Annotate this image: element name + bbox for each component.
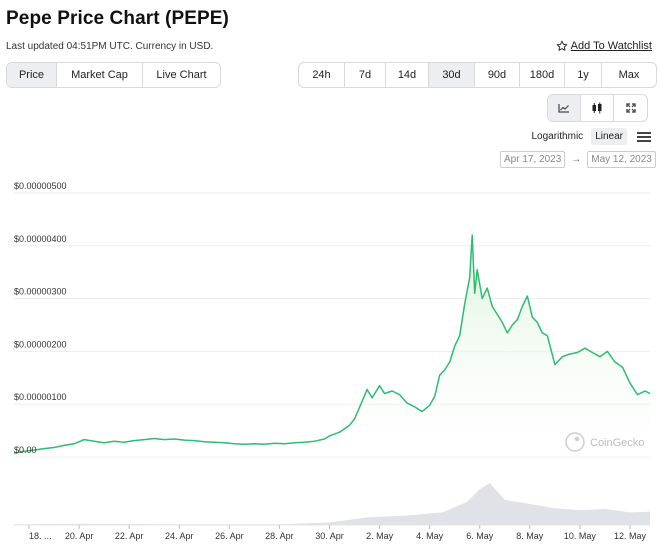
range-tabs: 24h 7d 14d 30d 90d 180d 1y Max — [298, 62, 657, 88]
chart-type-switch — [547, 94, 648, 122]
scale-switch: Logarithmic Linear — [527, 128, 651, 145]
hamburger-menu-icon[interactable] — [637, 130, 651, 144]
scale-logarithmic[interactable]: Logarithmic — [531, 131, 584, 142]
scale-linear[interactable]: Linear — [591, 128, 627, 145]
date-from-input[interactable]: Apr 17, 2023 — [500, 151, 566, 168]
fullscreen-button[interactable] — [614, 95, 647, 121]
view-tabs: Price Market Cap Live Chart — [6, 62, 221, 88]
x-tick-label: 6. May — [466, 531, 494, 541]
x-tick-label: 22. Apr — [115, 531, 144, 541]
volume-area — [14, 483, 650, 525]
range-90d[interactable]: 90d — [475, 63, 520, 87]
x-tick-label: 4. May — [416, 531, 444, 541]
range-7d[interactable]: 7d — [345, 63, 386, 87]
x-tick-label: 2. May — [366, 531, 394, 541]
y-tick-label: $0.00000300 — [14, 287, 67, 297]
y-tick-label: $0.00000200 — [14, 339, 67, 349]
range-30d[interactable]: 30d — [429, 63, 475, 87]
page-title: Pepe Price Chart (PEPE) — [6, 8, 229, 29]
coingecko-watermark: CoinGecko — [565, 432, 644, 452]
date-range: Apr 17, 2023 → May 12, 2023 — [500, 151, 656, 168]
price-chart-svg[interactable]: CoinGecko $0.00 $0.00000100 $0.00000200 $0.… — [0, 176, 659, 552]
x-tick-label: 10. May — [564, 531, 597, 541]
range-180d[interactable]: 180d — [520, 63, 565, 87]
y-tick-label: $0.00000100 — [14, 392, 67, 402]
add-to-watchlist-link[interactable]: Add To Watchlist — [556, 40, 652, 52]
candlestick-button[interactable] — [581, 95, 614, 121]
watchlist-label: Add To Watchlist — [570, 40, 652, 52]
tab-price[interactable]: Price — [7, 63, 57, 87]
x-tick-label: 28. Apr — [265, 531, 294, 541]
range-24h[interactable]: 24h — [299, 63, 345, 87]
price-line — [13, 234, 651, 455]
line-chart-button[interactable] — [548, 95, 581, 121]
date-to-input[interactable]: May 12, 2023 — [587, 151, 656, 168]
y-tick-label: $0.00000400 — [14, 234, 67, 244]
range-14d[interactable]: 14d — [386, 63, 429, 87]
x-tick-label: 20. Apr — [65, 531, 94, 541]
fullscreen-icon — [625, 103, 636, 113]
price-chart[interactable]: CoinGecko $0.00 $0.00000100 $0.00000200 $0.… — [0, 176, 659, 552]
x-tick-label: 18. ... — [29, 531, 52, 541]
x-tick-label: 8. May — [516, 531, 544, 541]
range-max[interactable]: Max — [618, 69, 640, 81]
line-chart-icon — [558, 104, 569, 113]
tab-market-cap[interactable]: Market Cap — [57, 63, 143, 87]
x-tick-label: 30. Apr — [315, 531, 344, 541]
y-tick-label: $0.00000500 — [14, 181, 67, 191]
tab-live-chart[interactable]: Live Chart — [156, 69, 207, 81]
x-tick-label: 12. May — [614, 531, 647, 541]
watermark-text: CoinGecko — [590, 437, 644, 449]
price-area — [14, 235, 650, 457]
arrow-right-icon: → — [571, 154, 582, 165]
y-tick-label: $0.00 — [14, 445, 37, 455]
last-updated-text: Last updated 04:51PM UTC. Currency in US… — [6, 41, 214, 52]
star-icon — [556, 40, 567, 51]
range-1y[interactable]: 1y — [565, 63, 602, 87]
candlestick-icon — [592, 102, 602, 114]
x-tick-label: 26. Apr — [215, 531, 244, 541]
x-tick-label: 24. Apr — [165, 531, 194, 541]
